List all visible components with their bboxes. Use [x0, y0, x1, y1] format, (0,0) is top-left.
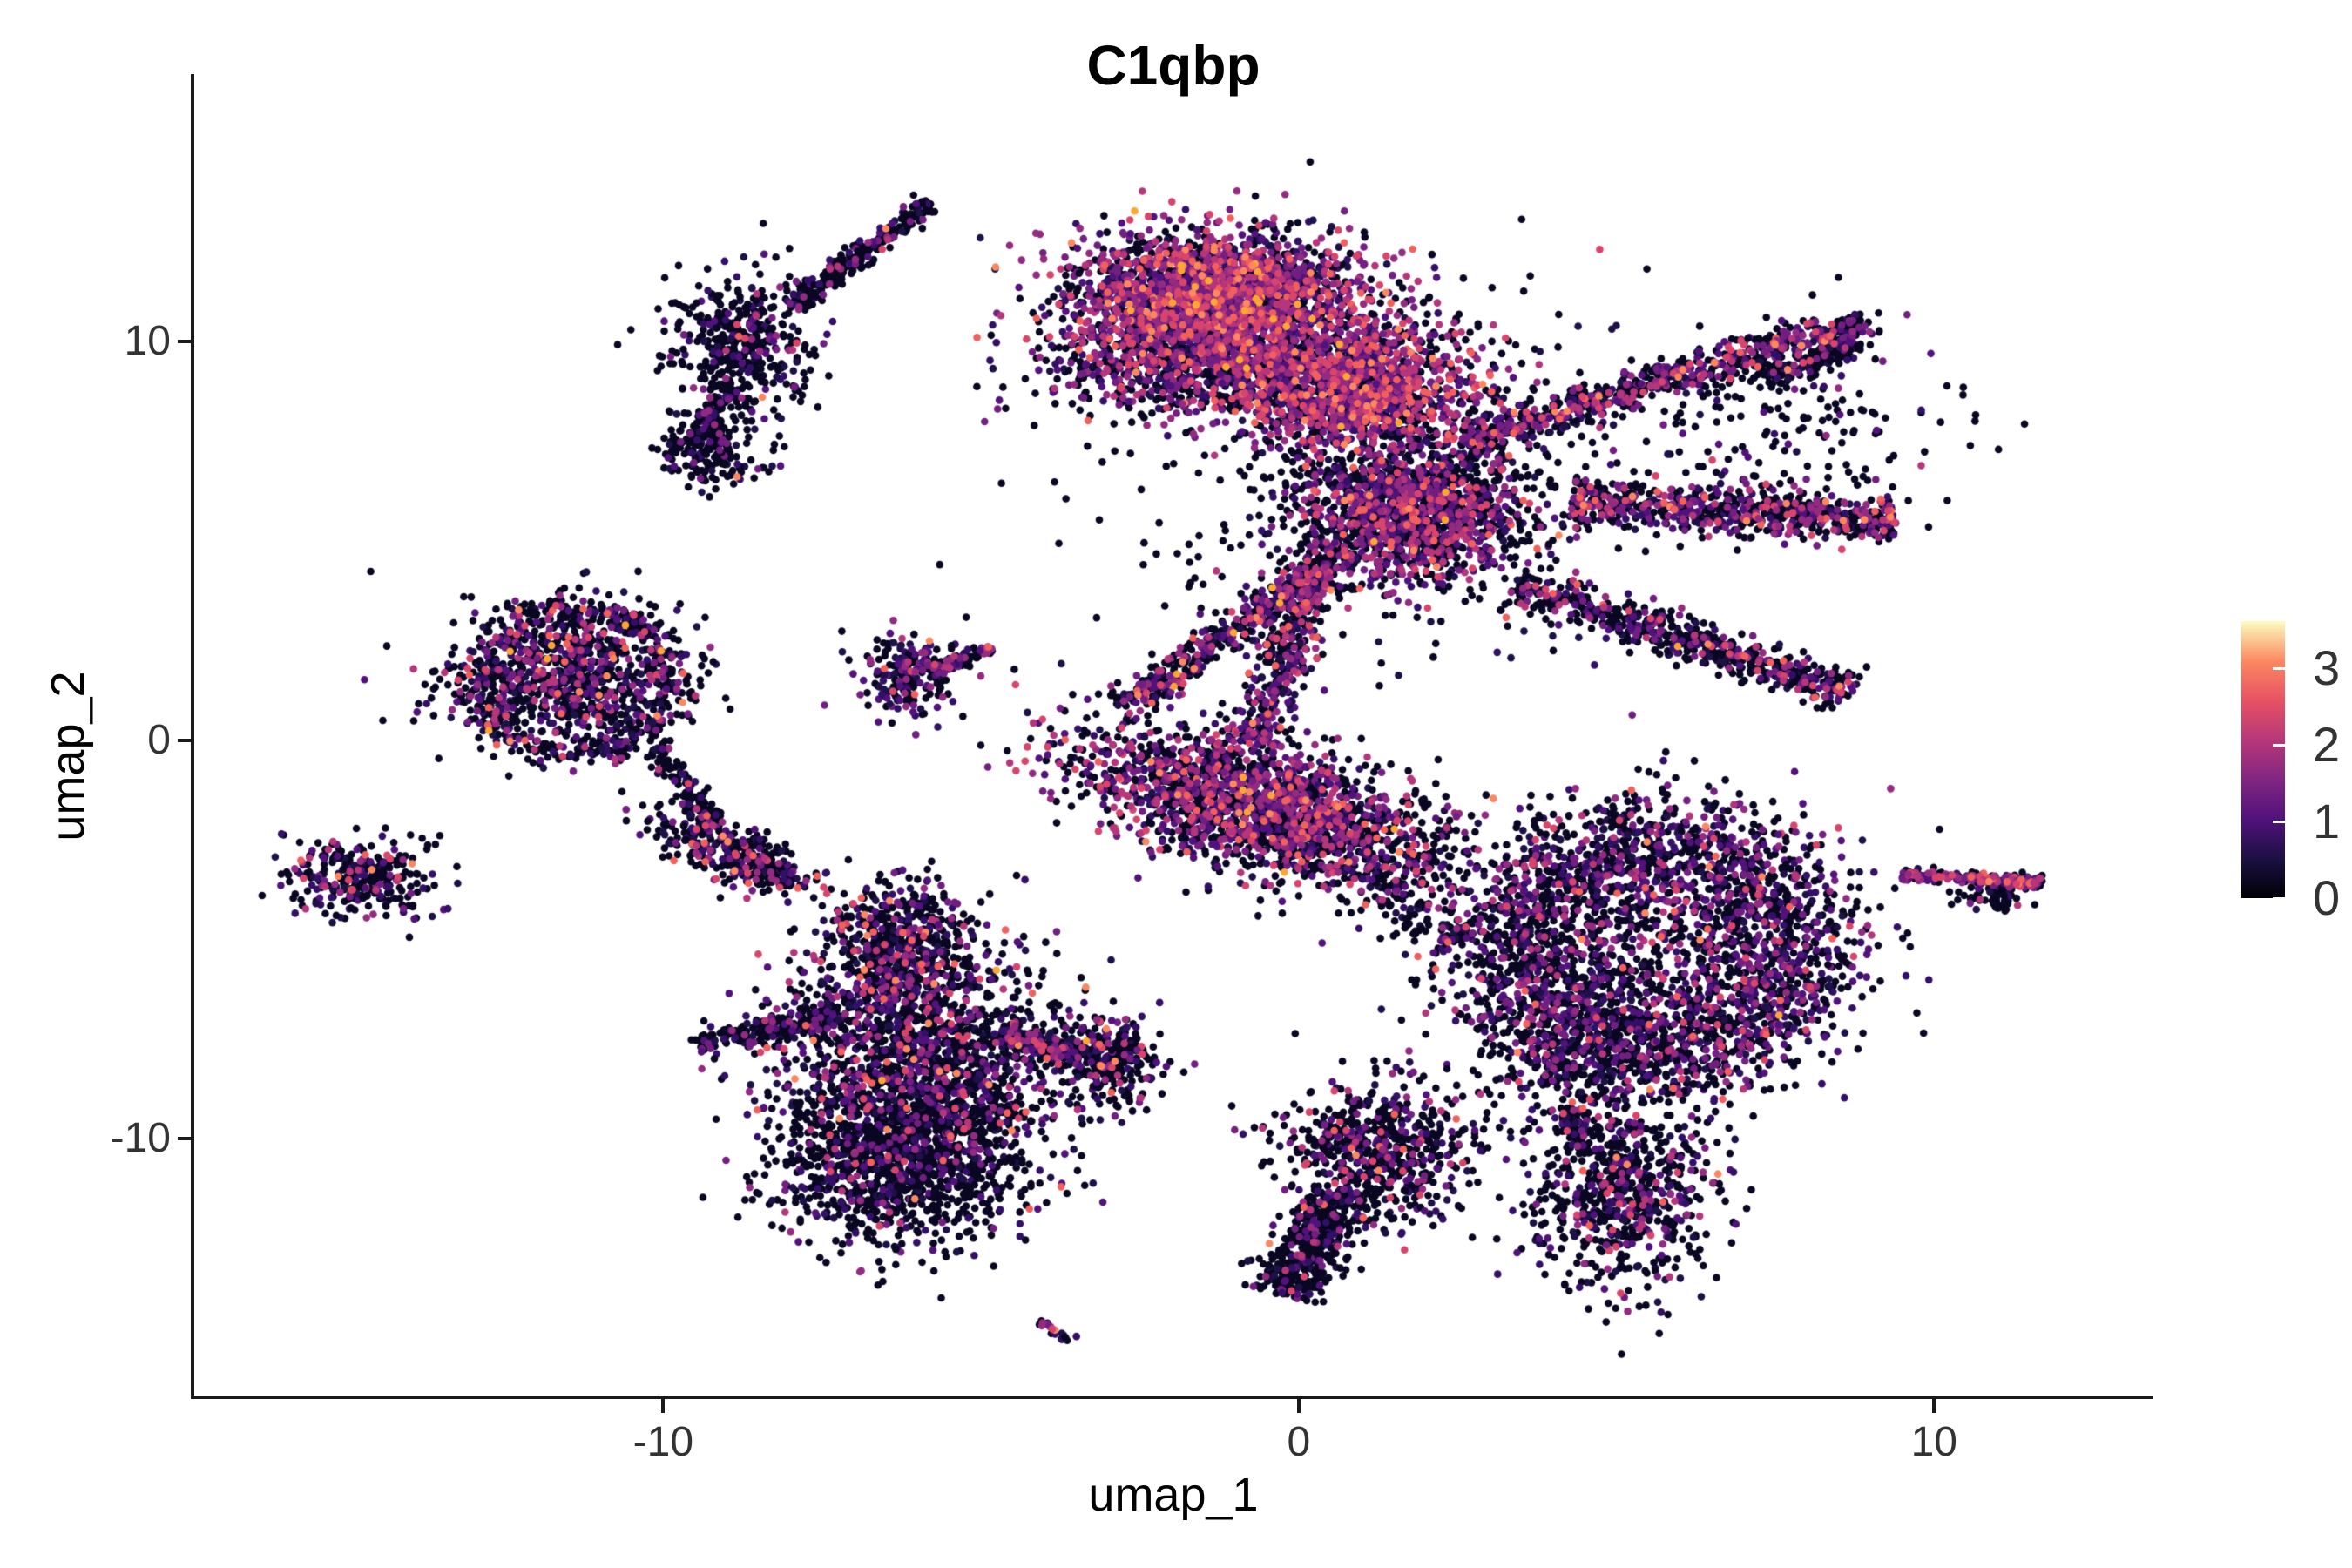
x-tick-label: 0	[1287, 1419, 1311, 1465]
y-tick-label: -10	[110, 1115, 171, 1162]
colorbar-gradient	[2241, 621, 2285, 898]
y-tick-label: 0	[147, 716, 171, 763]
y-tick-mark	[178, 738, 192, 742]
colorbar-tick-mark	[2273, 666, 2285, 670]
colorbar-tick-label: 1	[2313, 794, 2341, 849]
colorbar-tick-label: 3	[2313, 640, 2341, 696]
y-axis-line	[191, 74, 194, 1399]
y-tick-mark	[178, 340, 192, 344]
x-tick-mark	[1296, 1399, 1301, 1413]
x-tick-label: -10	[632, 1419, 694, 1465]
y-tick-mark	[178, 1137, 192, 1141]
x-tick-label: 10	[1910, 1419, 1957, 1465]
colorbar-tick-mark	[2273, 743, 2285, 747]
x-tick-mark	[1932, 1399, 1936, 1413]
chart-title: C1qbp	[1086, 34, 1260, 97]
colorbar-tick-label: 2	[2313, 717, 2341, 773]
x-axis-title: umap_1	[1088, 1469, 1259, 1521]
colorbar-tick-mark	[2273, 896, 2285, 900]
colorbar-tick-mark	[2273, 820, 2285, 823]
x-axis-line	[191, 1396, 2153, 1399]
colorbar-tick-label: 0	[2313, 870, 2341, 925]
y-axis-title: umap_2	[42, 671, 94, 841]
x-tick-mark	[661, 1399, 666, 1413]
y-tick-label: 10	[124, 318, 171, 365]
